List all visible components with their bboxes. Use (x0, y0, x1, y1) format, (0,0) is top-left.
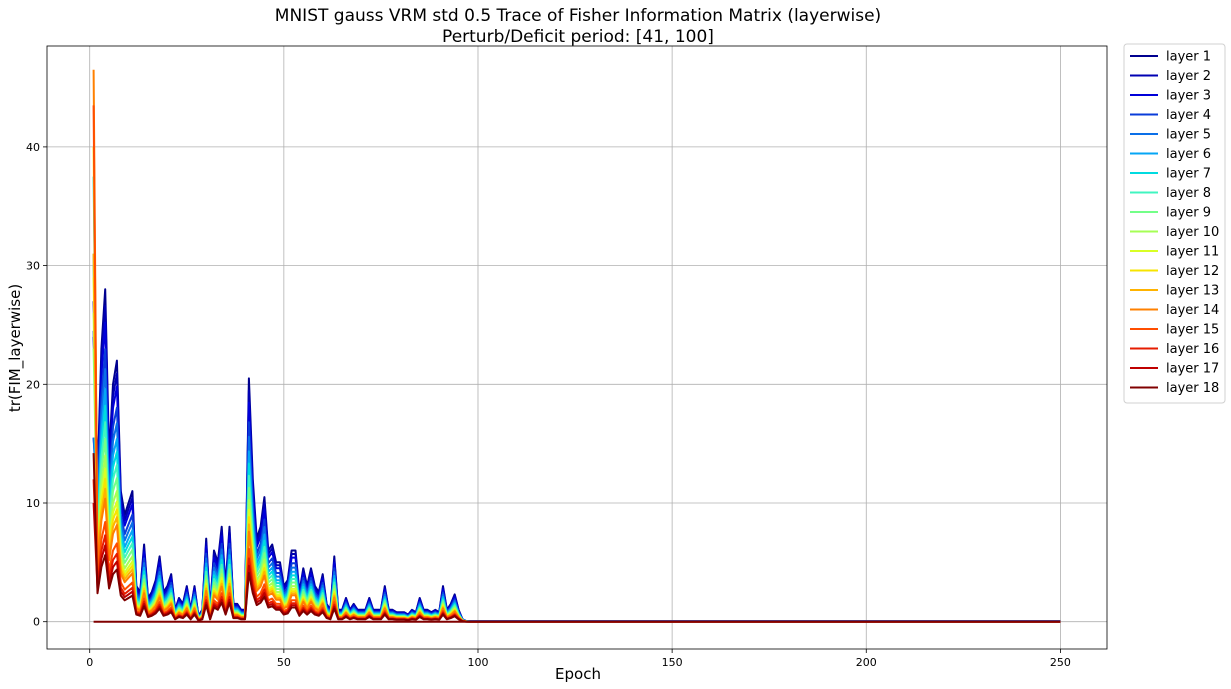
plot-area (92, 69, 1061, 623)
series-line-18 (92, 453, 1061, 623)
series-line-13 (92, 253, 1061, 623)
series-line-2 (92, 305, 1061, 623)
legend-label: layer 5 (1166, 128, 1211, 143)
series-line-16 (92, 479, 1061, 623)
chart-title: MNIST gauss VRM std 0.5 Trace of Fisher … (275, 6, 881, 26)
series-line-14 (92, 69, 1061, 623)
x-tick-label: 250 (1050, 656, 1071, 669)
legend: layer 1 layer 2 layer 3 layer 4 layer 5 layer… (1123, 43, 1226, 404)
y-tick-label: 0 (33, 616, 40, 629)
y-tick-label: 20 (26, 378, 40, 391)
series-line-6 (92, 253, 1061, 623)
legend-label: layer 18 (1166, 381, 1219, 396)
legend-label: layer 2 (1166, 69, 1211, 84)
series-line-15 (92, 105, 1061, 623)
legend-label: layer 17 (1166, 362, 1219, 377)
legend-label: layer 16 (1166, 342, 1219, 357)
legend-label: layer 14 (1166, 303, 1219, 318)
y-axis-label: tr(FIM_layerwise) (6, 284, 25, 412)
x-tick-label: 50 (277, 656, 291, 669)
legend-label: layer 15 (1166, 323, 1219, 338)
series-line-11 (92, 277, 1061, 623)
legend-label: layer 3 (1166, 89, 1211, 104)
series-line-7 (92, 176, 1061, 623)
series-line-4 (92, 330, 1061, 623)
series-line-17 (92, 502, 1061, 623)
chart-subtitle: Perturb/Deficit period: [41, 100] (442, 27, 714, 47)
legend-label: layer 8 (1166, 186, 1211, 201)
legend-label: layer 1 (1166, 50, 1211, 65)
legend-label: layer 4 (1166, 108, 1211, 123)
y-tick-label: 40 (26, 141, 40, 154)
legend-label: layer 7 (1166, 167, 1211, 182)
y-tick-label: 30 (26, 260, 40, 273)
legend-label: layer 12 (1166, 264, 1219, 279)
series-line-8 (92, 265, 1061, 623)
series-line-9 (92, 348, 1061, 623)
plot-frame (46, 45, 1108, 650)
x-tick-label: 150 (662, 656, 683, 669)
legend-label: layer 6 (1166, 147, 1211, 162)
x-tick-label: 100 (467, 656, 488, 669)
x-tick-label: 0 (86, 656, 93, 669)
legend-label: layer 9 (1166, 206, 1211, 221)
series-line-3 (92, 321, 1061, 623)
y-tick-label: 10 (26, 497, 40, 510)
x-tick-label: 200 (856, 656, 877, 669)
series-line-10 (92, 313, 1061, 623)
series-line-5 (92, 368, 1061, 623)
legend-label: layer 11 (1166, 245, 1219, 260)
series-line-1 (92, 288, 1061, 623)
axis-ticks: 0 50 100 150 200 250 0 10 20 30 40 (26, 141, 1071, 669)
x-axis-label: Epoch (555, 665, 601, 683)
legend-label: layer 13 (1166, 284, 1219, 299)
legend-label: layer 10 (1166, 225, 1219, 240)
